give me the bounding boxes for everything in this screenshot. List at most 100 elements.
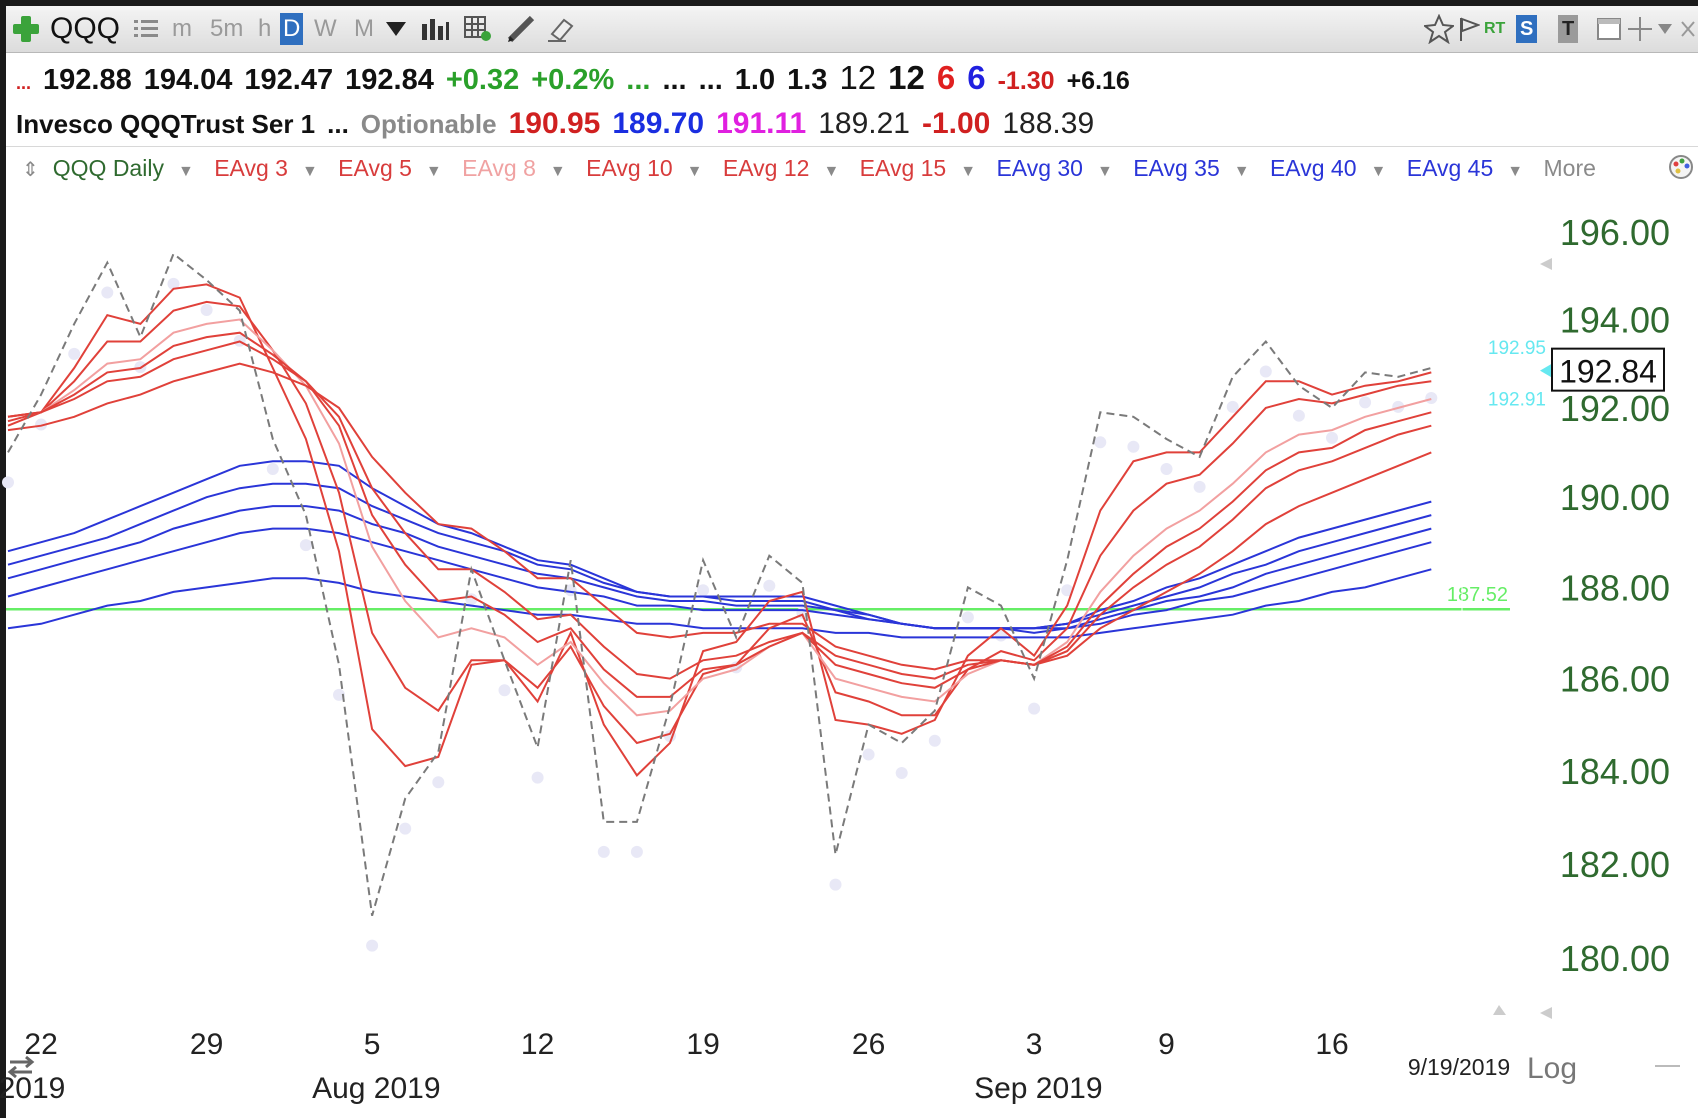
- axis-scroll-arrow-up-icon[interactable]: [1540, 258, 1552, 270]
- chevron-down-icon[interactable]: [386, 22, 406, 36]
- ema-line-eavg-50: [7, 568, 1432, 639]
- palette-icon[interactable]: [1668, 154, 1694, 180]
- legend-ema-45[interactable]: EAvg 45: [1406, 155, 1494, 181]
- interval-w[interactable]: W: [314, 15, 337, 42]
- indicator-legend: ⇕ QQQ Daily ▼ EAvg 3 ▼ EAvg 5 ▼ EAvg 8 ▼ EAvg…: [22, 150, 1610, 186]
- plus-icon[interactable]: [12, 15, 40, 43]
- scroll-up-icon[interactable]: [1493, 1005, 1506, 1015]
- horizontal-line-label: 187.52: [1447, 584, 1508, 606]
- scroll-left-icon[interactable]: [1540, 1007, 1552, 1019]
- legend-ema-30[interactable]: EAvg 30: [996, 155, 1083, 181]
- price-dot: [1028, 702, 1041, 715]
- chevron-down-icon[interactable]: ▼: [823, 163, 840, 180]
- interval-m[interactable]: m: [172, 15, 192, 42]
- instrument-name: Invesco QQQTrust Ser 1: [16, 109, 316, 139]
- chevron-down-icon[interactable]: ▼: [1370, 163, 1387, 180]
- y-tick-label: 186.00: [1560, 659, 1670, 700]
- price-3: 191.11: [716, 107, 807, 140]
- flag-icon[interactable]: [1458, 16, 1480, 42]
- chevron-down-icon[interactable]: ▼: [177, 163, 194, 180]
- optionable-label: Optionable: [360, 109, 497, 139]
- pencil-icon[interactable]: [506, 14, 536, 44]
- list-icon[interactable]: [134, 17, 158, 41]
- y-tick-label: 180.00: [1560, 938, 1670, 979]
- price-dot: [1094, 436, 1107, 449]
- price-dot: [498, 684, 511, 697]
- price-dot: [200, 304, 213, 317]
- value-2: 1.3: [787, 64, 828, 96]
- legend-ema-10[interactable]: EAvg 10: [586, 155, 673, 181]
- x-secondary-label: Sep 2019: [974, 1072, 1102, 1105]
- rt-label[interactable]: RT: [1484, 20, 1506, 37]
- legend-ema-5[interactable]: EAvg 5: [338, 155, 412, 181]
- value-8: +6.16: [1066, 67, 1130, 95]
- chevron-down-icon[interactable]: ▼: [1507, 163, 1524, 180]
- legend-ema-35[interactable]: EAvg 35: [1133, 155, 1220, 181]
- open-price: 192.88: [43, 64, 132, 96]
- close-icon[interactable]: [1680, 20, 1696, 38]
- interval-5m[interactable]: 5m: [210, 15, 244, 42]
- move-icon[interactable]: [1626, 15, 1654, 43]
- interval-h[interactable]: h: [258, 15, 272, 42]
- value-4: 12: [888, 59, 925, 96]
- legend-ema-12[interactable]: EAvg 12: [722, 155, 810, 181]
- interval-d[interactable]: D: [280, 13, 304, 45]
- price-dot: [928, 734, 941, 747]
- y-tick-label: 192.00: [1560, 388, 1670, 429]
- marker-high-label: 192.95: [1488, 338, 1546, 359]
- window-frame-left: [0, 0, 6, 1118]
- interval-m-monthly[interactable]: M: [354, 15, 374, 42]
- bar-chart-icon[interactable]: [420, 16, 450, 42]
- ema-line-eavg-3: [7, 283, 1432, 777]
- last-price-box: [1551, 347, 1665, 392]
- price-dot: [895, 767, 908, 780]
- scale-label[interactable]: Log: [1527, 1052, 1577, 1085]
- t-button[interactable]: T: [1558, 15, 1579, 43]
- pan-arrows-icon[interactable]: [7, 1055, 35, 1079]
- chevron-down-icon[interactable]: ▼: [1233, 163, 1250, 180]
- chevron-down-icon[interactable]: ▼: [1096, 163, 1113, 180]
- x-secondary-label: 2019: [0, 1072, 65, 1105]
- chevron-down-icon[interactable]: ▼: [686, 163, 703, 180]
- field-2: ...: [662, 64, 687, 96]
- price-dot: [597, 845, 610, 858]
- updown-icon[interactable]: ⇕: [22, 159, 39, 181]
- chevron-down-icon[interactable]: ▼: [960, 163, 977, 180]
- details-dots: ...: [327, 109, 349, 139]
- legend-more[interactable]: More: [1543, 155, 1596, 181]
- value-5: 6: [936, 59, 956, 96]
- price-dot: [1359, 396, 1372, 409]
- price-dot: [763, 579, 776, 592]
- chevron-down-icon[interactable]: ▼: [549, 163, 566, 180]
- price-dot: [1061, 584, 1074, 597]
- window-frame-top: [0, 0, 1698, 6]
- price-1: 190.95: [508, 107, 601, 140]
- star-icon[interactable]: [1424, 14, 1454, 44]
- price-dot: [1193, 480, 1206, 493]
- high-price: 194.04: [143, 64, 233, 96]
- price-6: 188.39: [1002, 107, 1095, 140]
- legend-ema-15[interactable]: EAvg 15: [859, 155, 947, 181]
- s-button[interactable]: S: [1516, 15, 1538, 43]
- ema-line-eavg-35: [7, 482, 1432, 630]
- chevron-down-icon[interactable]: ▼: [425, 163, 442, 180]
- price-dot: [1127, 440, 1140, 453]
- symbol-label[interactable]: QQQ: [50, 12, 121, 45]
- price-dot: [35, 418, 48, 431]
- price-dot: [399, 822, 412, 835]
- price-dot: [266, 463, 279, 476]
- legend-ema-40[interactable]: EAvg 40: [1269, 155, 1357, 181]
- change-percent: +0.2%: [531, 64, 615, 96]
- price-dot: [862, 748, 875, 761]
- grid-add-icon[interactable]: [464, 16, 492, 42]
- chevron-down-icon[interactable]: ▼: [301, 163, 318, 180]
- chevron-down-icon[interactable]: [1658, 24, 1672, 34]
- legend-chart-label[interactable]: QQQ Daily: [52, 155, 164, 181]
- y-tick-label: 194.00: [1560, 300, 1670, 341]
- price-dot: [829, 878, 842, 891]
- window-icon[interactable]: [1596, 17, 1622, 41]
- legend-ema-3[interactable]: EAvg 3: [214, 155, 288, 181]
- eraser-icon[interactable]: [546, 14, 576, 44]
- legend-ema-8[interactable]: EAvg 8: [462, 155, 536, 181]
